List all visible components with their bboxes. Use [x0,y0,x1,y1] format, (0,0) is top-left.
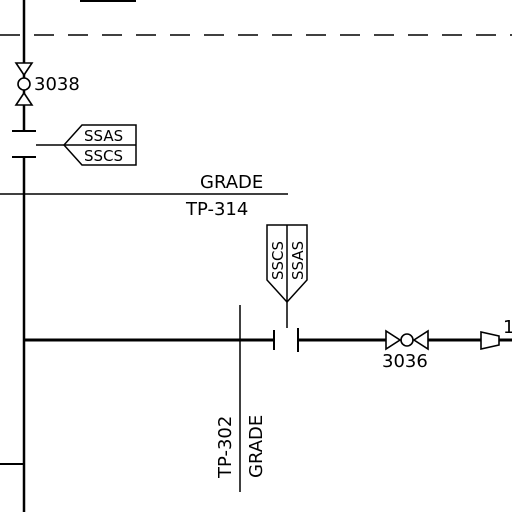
grade-label-horizontal: GRADE [200,172,263,193]
valve-3038-icon [14,62,34,106]
pipe-fitting-vertical-icon [12,130,36,158]
flag-vertical-label-1: SSCS [269,241,287,280]
valve-3038-tag: 3038 [34,74,80,95]
flag-vertical-label-2: SSAS [289,241,307,280]
pipe-fitting-horizontal-icon [273,328,299,352]
flag-top-label-2: SSCS [84,147,123,165]
reducer-icon [480,331,500,350]
tp-302-label: TP-302 [215,416,236,479]
valve-3036-icon [385,329,429,351]
tp-314-label: TP-314 [185,199,248,220]
flag-vertical-icon [266,224,308,304]
edge-label: 1 [503,317,512,338]
grade-label-vertical: GRADE [246,415,267,478]
valve-3036-tag: 3036 [382,351,428,372]
flag-top-icon [62,124,137,166]
flag-top-label-1: SSAS [84,127,123,145]
